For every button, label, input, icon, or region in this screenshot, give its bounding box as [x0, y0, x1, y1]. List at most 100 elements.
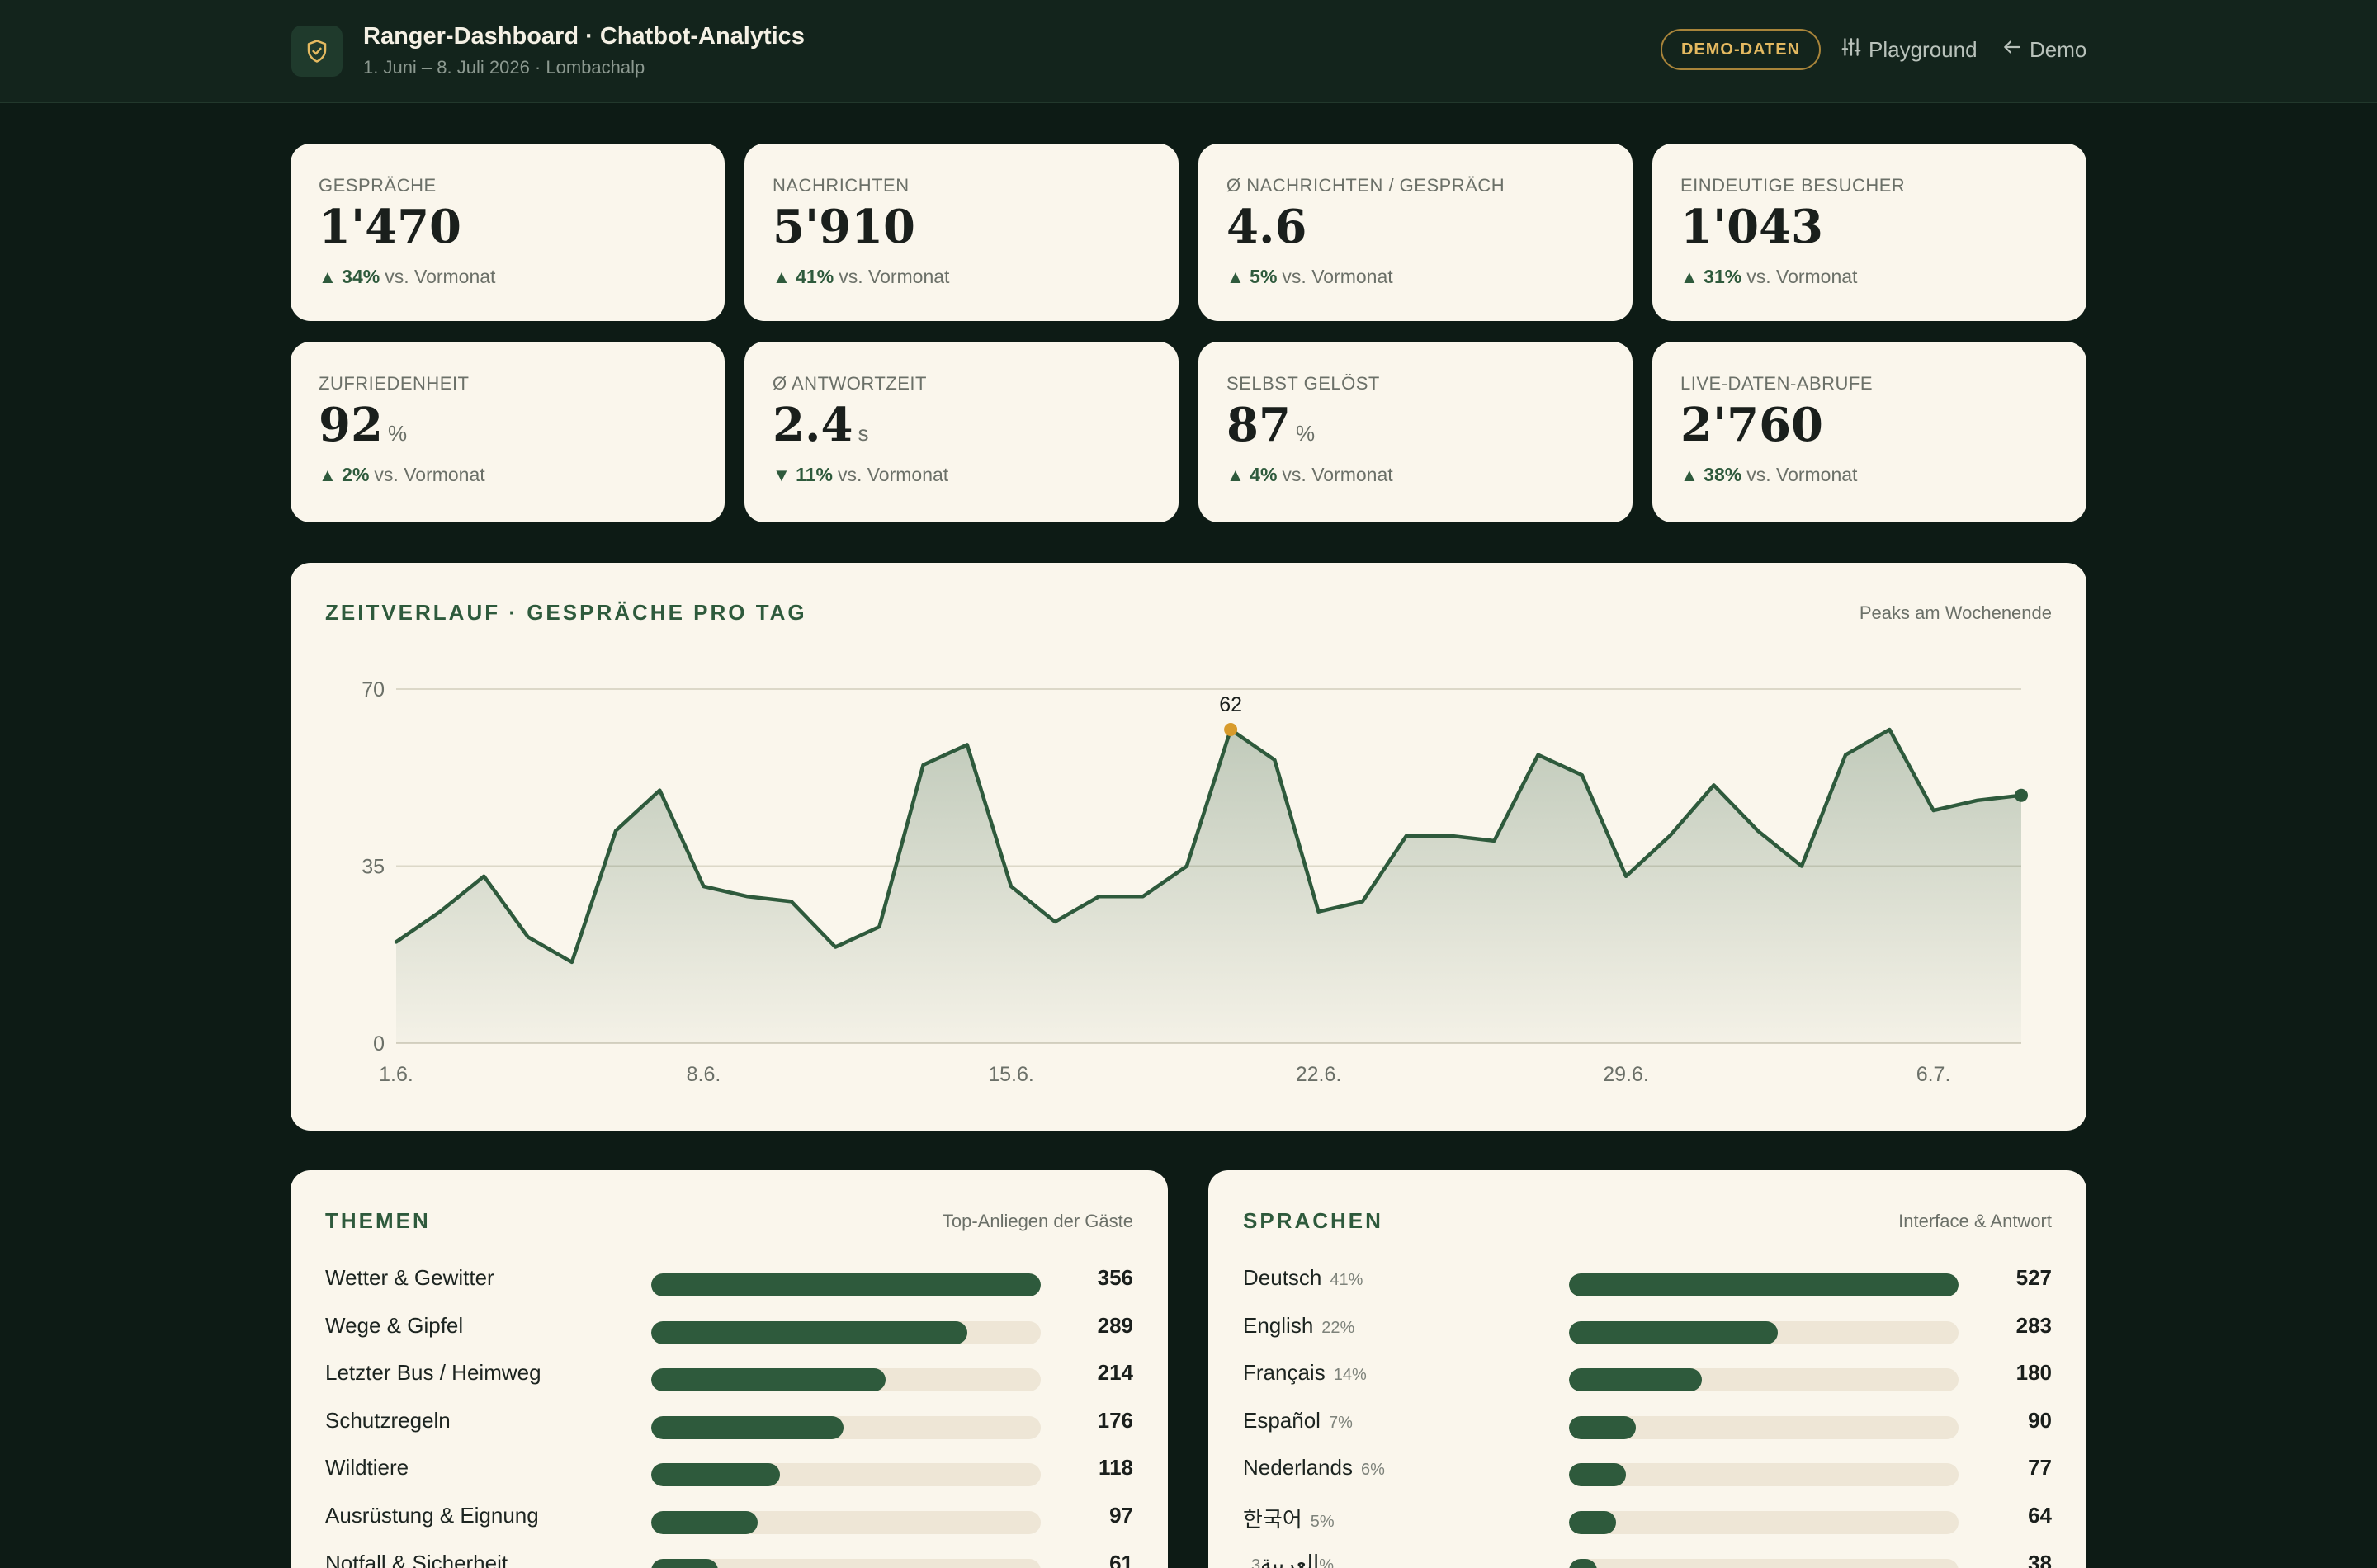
x-tick-label: 6.7. [1916, 1063, 1951, 1086]
list-item-label: 한국어 5% [1243, 1503, 1335, 1533]
bar-track [1569, 1463, 1959, 1487]
x-tick-label: 1.6. [379, 1063, 413, 1086]
bar-track [1569, 1558, 1959, 1568]
languages-title: SPRACHEN [1243, 1208, 1383, 1233]
list-item-name: Español [1243, 1407, 1321, 1433]
y-tick-label: 70 [362, 678, 385, 701]
list-item: Wege & Gipfel 289 [291, 1306, 1168, 1348]
demo-link-label: Demo [2030, 37, 2087, 62]
list-item: Wetter & Gewitter 356 [291, 1259, 1168, 1300]
list-item-label: Français 14% [1243, 1360, 1367, 1386]
x-tick-label: 29.6. [1603, 1063, 1649, 1086]
trend-up-icon: ▲ [1226, 465, 1245, 485]
x-tick-label: 8.6. [687, 1063, 721, 1086]
app-title: Ranger-Dashboard · Chatbot-Analytics [363, 23, 805, 50]
kpi-label: Ø ANTWORTZEIT [773, 373, 927, 394]
kpi-number: 87 [1226, 398, 1291, 452]
playground-link[interactable]: Playground [1841, 36, 1978, 64]
x-tick-label: 15.6. [988, 1063, 1034, 1086]
kpi-trend-pct: 38% [1704, 464, 1742, 485]
bar-track [1569, 1273, 1959, 1296]
y-tick-label: 35 [362, 856, 385, 879]
bar-track [651, 1511, 1041, 1534]
kpi-value: 2'760 [1680, 398, 1828, 452]
back-to-demo-link[interactable]: Demo [2001, 36, 2086, 64]
list-item-label: Notfall & Sicherheit [325, 1551, 508, 1568]
topics-title: THEMEN [325, 1208, 431, 1233]
kpi-trend: ▲ 2% vs. Vormonat [319, 464, 485, 486]
list-item-label: العربية3% [1243, 1551, 1334, 1568]
list-item-count: 283 [2015, 1312, 2052, 1338]
list-item: Español 7% 90 [1208, 1401, 2086, 1443]
kpi-number: 1'043 [1680, 200, 1824, 254]
y-tick-label: 0 [373, 1032, 385, 1056]
list-item-name: Notfall & Sicherheit [325, 1550, 508, 1568]
trend-up-icon: ▲ [1226, 267, 1245, 287]
list-item: Français 14% 180 [1208, 1353, 2086, 1395]
kpi-value: 92% [319, 398, 407, 452]
kpi-number: 1'470 [319, 200, 462, 254]
list-item: Schutzregeln 176 [291, 1401, 1168, 1443]
kpi-card: Ø ANTWORTZEIT 2.4 s ▼ 11% vs. Vormonat [744, 342, 1179, 522]
trend-up-icon: ▲ [773, 267, 791, 287]
list-item-name: Wetter & Gewitter [325, 1265, 494, 1290]
list-item: العربية3% 38 [1208, 1544, 2086, 1568]
kpi-value: 1'470 [319, 200, 466, 254]
list-item-name: Wege & Gipfel [325, 1312, 464, 1338]
timeline-hint: Peaks am Wochenende [1859, 602, 2052, 623]
list-item-name: Français [1243, 1360, 1326, 1386]
bar-track [651, 1463, 1041, 1487]
kpi-card: SELBST GELÖST 87% ▲ 4% vs. Vormonat [1198, 342, 1633, 522]
timeline-card: ZEITVERLAUF · GESPRÄCHE PRO TAG Peaks am… [291, 563, 2086, 1131]
kpi-trend: ▲ 34% vs. Vormonat [319, 266, 495, 288]
kpi-number: 4.6 [1226, 200, 1307, 254]
languages-hint: Interface & Antwort [1898, 1211, 2052, 1231]
list-item-count: 356 [1097, 1265, 1133, 1290]
list-item-count: 90 [2028, 1407, 2052, 1433]
list-item-count: 38 [2028, 1550, 2052, 1568]
peak-marker [1224, 723, 1238, 737]
list-item: Nederlands 6% 77 [1208, 1448, 2086, 1490]
list-item-share: 41% [1330, 1271, 1363, 1289]
trend-down-icon: ▼ [773, 465, 791, 485]
demo-data-badge: DEMO-DATEN [1661, 29, 1821, 70]
kpi-label: SELBST GELÖST [1226, 373, 1380, 394]
bar-fill [1569, 1415, 1636, 1439]
kpi-trend-note: vs. Vormonat [837, 464, 949, 485]
playground-link-label: Playground [1869, 37, 1978, 62]
kpi-trend: ▲ 31% vs. Vormonat [1680, 266, 1857, 288]
bar-fill [1569, 1368, 1703, 1392]
kpi-label: EINDEUTIGE BESUCHER [1680, 175, 1906, 196]
list-item-label: Schutzregeln [325, 1408, 451, 1433]
list-item: Letzter Bus / Heimweg 214 [291, 1353, 1168, 1395]
list-item-label: Wege & Gipfel [325, 1313, 463, 1339]
list-item-share: 22% [1321, 1318, 1355, 1337]
kpi-card: ZUFRIEDENHEIT 92% ▲ 2% vs. Vormonat [291, 342, 725, 522]
timeline-chart: 0 35 70 1.6. 8.6. 15.6. 22.6. 29.6. 6.7. 62 [362, 678, 2028, 1086]
list-item-label: Wildtiere [325, 1455, 409, 1481]
kpi-trend-note: vs. Vormonat [839, 266, 950, 287]
kpi-trend-pct: 2% [342, 464, 370, 485]
list-item: 한국어 5% 64 [1208, 1496, 2086, 1537]
shield-check-icon [291, 26, 343, 77]
kpi-trend-note: vs. Vormonat [385, 266, 496, 287]
bar-track [651, 1273, 1041, 1296]
arrow-left-icon [2001, 36, 2023, 64]
list-item-count: 176 [1097, 1407, 1133, 1433]
bar-track [651, 1320, 1041, 1344]
list-item-count: 77 [2028, 1455, 2052, 1481]
list-item-count: 527 [2015, 1265, 2052, 1290]
kpi-unit: % [387, 421, 408, 446]
bar-fill [651, 1463, 781, 1487]
list-item-name: 한국어 [1243, 1507, 1302, 1532]
list-item-count: 214 [1097, 1360, 1133, 1386]
list-item-label: Wetter & Gewitter [325, 1265, 494, 1291]
list-item-count: 289 [1097, 1312, 1133, 1338]
bar-track [1569, 1415, 1959, 1439]
list-item-label: Letzter Bus / Heimweg [325, 1360, 541, 1386]
kpi-value: 2.4 s [773, 398, 868, 452]
list-item-share: 3% [1251, 1556, 1334, 1568]
bar-track [1569, 1511, 1959, 1534]
kpi-label: Ø NACHRICHTEN / GESPRÄCH [1226, 175, 1505, 196]
kpi-card: GESPRÄCHE 1'470 ▲ 34% vs. Vormonat [291, 144, 725, 321]
